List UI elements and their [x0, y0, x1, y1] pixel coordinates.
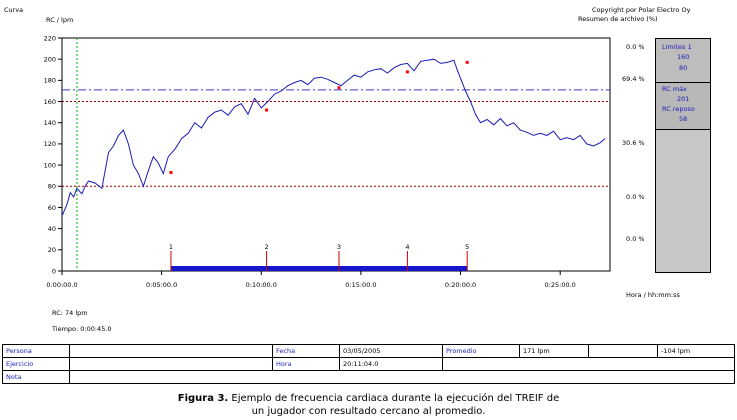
rc-rest-value: 58 — [679, 115, 688, 123]
caption-line2: un jugador con resultado cercano al prom… — [251, 406, 486, 417]
limit-low: 80 — [679, 64, 688, 72]
lap-hr-point — [405, 70, 409, 74]
extra-value — [588, 344, 658, 358]
heart-rate-chart: 1 2 3 4 5 0 20 40 60 80 100 120 140 160 180 200 220 0:00… — [44, 34, 611, 289]
limit-high: 160 — [677, 53, 690, 61]
empty-cell — [442, 357, 735, 371]
caption-label: Figura 3. — [177, 393, 229, 404]
nota-value — [69, 370, 735, 384]
summary-panel: Límites 1 160 80 RC máx 201 RC reposo 58 — [655, 38, 711, 273]
pct-above: 69.4 % — [622, 75, 645, 83]
caption-line1: Ejemplo de frecuencia cardiaca durante l… — [231, 393, 560, 404]
rc-max-value: 201 — [677, 95, 690, 103]
heart-rate-line — [61, 58, 606, 217]
pct-below: 0.0 % — [626, 193, 645, 201]
ejercicio-value — [69, 357, 273, 371]
table-row: Persona Fecha 03/05/2005 Promedio 171 lp… — [2, 344, 735, 358]
lap-marker-label: 3 — [337, 243, 341, 251]
lap-hr-point — [465, 60, 469, 64]
y-tick-label: 160 — [44, 98, 56, 106]
y-tick-label: 180 — [44, 77, 56, 85]
summary-label: Resumen de archivo (%) — [578, 15, 658, 23]
x-tick-label: 0:20:00.0 — [445, 281, 476, 289]
y-tick-label: 0 — [52, 267, 56, 275]
figure-caption: Figura 3. Ejemplo de frecuencia cardiaca… — [0, 393, 737, 404]
diff-value: -104 lpm — [657, 344, 735, 358]
curve-label: Curva — [4, 6, 24, 14]
y-tick-label: 100 — [44, 161, 56, 169]
fecha-label: Fecha — [272, 344, 340, 358]
pct-top: 0.0 % — [626, 43, 645, 51]
time-readout: Tiempo: 0:00:45.0 — [52, 325, 112, 333]
x-tick-label: 0:10:00.0 — [246, 281, 277, 289]
table-row: Nota — [2, 370, 735, 384]
rc-box: RC máx 201 RC reposo 58 — [656, 83, 710, 130]
hora-value: 20:11:04.0 — [339, 357, 443, 371]
y-axis-unit: RC / lpm — [46, 16, 74, 24]
hora-label: Hora — [272, 357, 340, 371]
persona-value — [69, 344, 273, 358]
lap-hr-point — [169, 171, 173, 175]
lap-marker-label: 1 — [169, 243, 173, 251]
promedio-value: 171 lpm — [519, 344, 589, 358]
lap-marker-label: 5 — [465, 243, 469, 251]
plot-frame — [61, 37, 611, 272]
x-axis-label: Hora / hh:mm:ss — [626, 291, 680, 299]
fecha-value: 03/05/2005 — [339, 344, 443, 358]
y-tick-label: 20 — [48, 246, 56, 254]
y-tick-label: 40 — [48, 225, 56, 233]
y-tick-label: 140 — [44, 119, 56, 127]
lap-hr-point — [337, 86, 341, 90]
x-tick-label: 0:15:00.0 — [345, 281, 376, 289]
persona-label: Persona — [2, 344, 70, 358]
lap-marker-label: 2 — [265, 243, 269, 251]
x-tick-label: 0:00:00.0 — [46, 281, 77, 289]
y-tick-label: 60 — [48, 204, 56, 212]
y-tick-label: 80 — [48, 183, 56, 191]
lap-marker-label: 4 — [405, 243, 409, 251]
limits-label: Límites 1 — [662, 43, 692, 51]
y-tick-label: 220 — [44, 34, 56, 42]
pct-within: 30.6 % — [622, 139, 645, 147]
x-tick-label: 0:25:00.0 — [545, 281, 576, 289]
y-tick-label: 200 — [44, 55, 56, 63]
promedio-label: Promedio — [442, 344, 520, 358]
nota-label: Nota — [2, 370, 70, 384]
rc-rest-label: RC reposo — [662, 105, 695, 113]
limits-box: Límites 1 160 80 — [656, 39, 710, 83]
ejercicio-label: Ejercicio — [2, 357, 70, 371]
lap-bar — [170, 266, 468, 271]
table-row: Ejercicio Hora 20:11:04.0 — [2, 357, 735, 371]
rc-readout: RC: 74 lpm — [52, 309, 88, 317]
lap-hr-point — [265, 108, 269, 112]
info-table: Persona Fecha 03/05/2005 Promedio 171 lp… — [2, 344, 735, 384]
y-tick-label: 120 — [44, 140, 56, 148]
pct-bottom: 0.0 % — [626, 235, 645, 243]
copyright: Copyright por Polar Electro Oy — [592, 6, 691, 14]
x-tick-label: 0:05:00.0 — [146, 281, 177, 289]
rc-max-label: RC máx — [662, 85, 687, 93]
